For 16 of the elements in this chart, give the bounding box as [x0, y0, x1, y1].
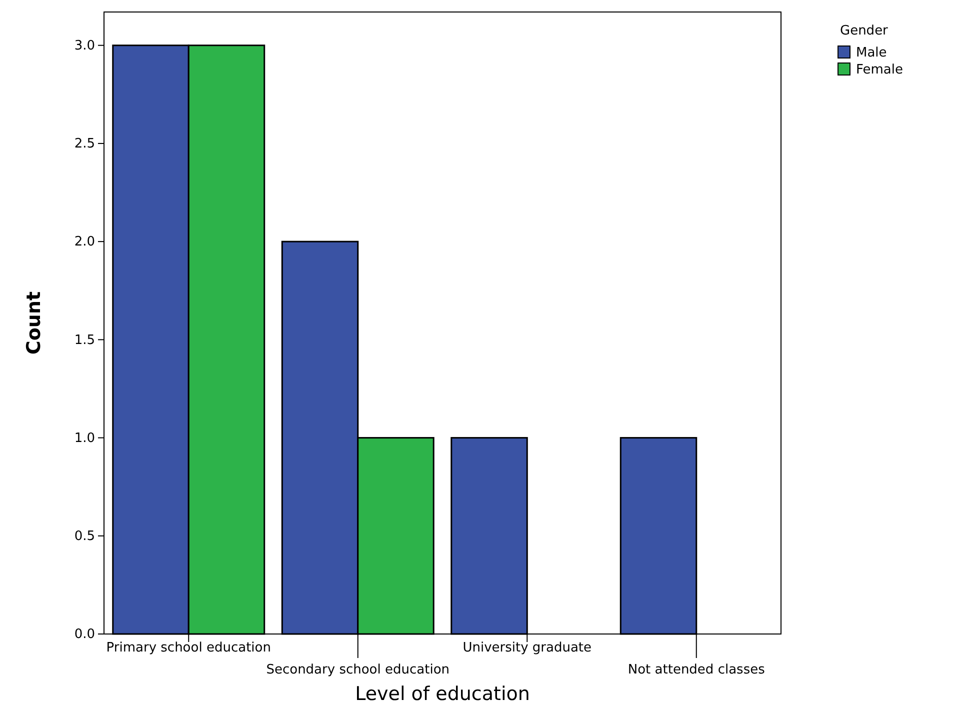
y-tick-label: 2.0: [74, 234, 95, 250]
y-tick-label: 0.0: [74, 627, 95, 642]
y-axis-title: Count: [23, 291, 45, 355]
x-tick-label: Secondary school education: [266, 662, 450, 678]
y-tick-label: 1.5: [74, 332, 95, 348]
y-tick-label: 0.5: [74, 529, 95, 544]
y-tick-label: 2.5: [74, 136, 95, 152]
y-tick-label: 1.0: [74, 430, 95, 446]
x-axis-title: Level of education: [355, 683, 530, 705]
x-tick-label: Primary school education: [106, 640, 271, 656]
legend-label: Female: [856, 62, 904, 78]
x-tick-label: University graduate: [462, 640, 592, 656]
y-tick-label: 3.0: [74, 38, 95, 54]
x-tick-label: Not attended classes: [628, 662, 766, 678]
legend-label: Male: [856, 46, 887, 61]
legend-title: Gender: [840, 24, 889, 39]
